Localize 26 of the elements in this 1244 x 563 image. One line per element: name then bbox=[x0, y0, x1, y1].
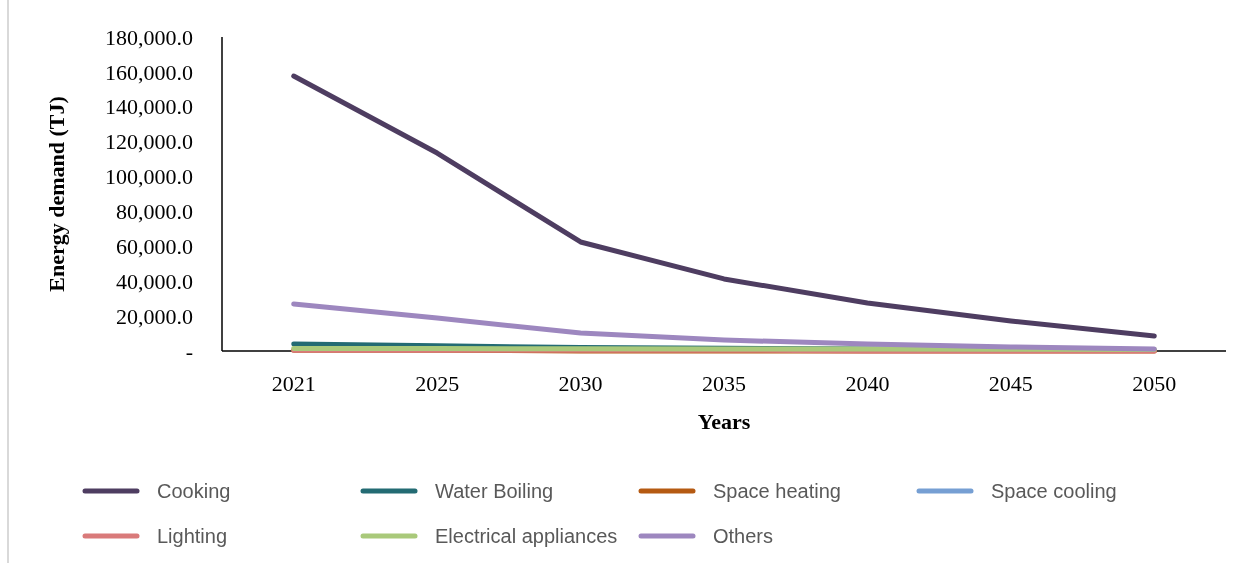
legend-label: Others bbox=[713, 525, 774, 547]
x-tick-label: 2050 bbox=[1132, 371, 1177, 396]
x-tick-label: 2025 bbox=[415, 371, 460, 396]
y-tick-label: 80,000.0 bbox=[116, 199, 193, 225]
x-tick-label: 2021 bbox=[271, 371, 316, 396]
y-tick-label: 120,000.0 bbox=[105, 129, 193, 155]
legend-label: Space heating bbox=[713, 480, 841, 502]
legend-label: Water Boiling bbox=[435, 480, 554, 502]
x-tick-label: 2035 bbox=[702, 371, 746, 396]
y-axis-title: Energy demand (TJ) bbox=[44, 96, 69, 292]
y-tick-label: 180,000.0 bbox=[105, 24, 193, 50]
y-tick-label: 20,000.0 bbox=[116, 303, 193, 329]
x-tick-label: 2040 bbox=[845, 371, 890, 396]
y-tick-label: 160,000.0 bbox=[105, 59, 193, 85]
y-tick-label: 40,000.0 bbox=[116, 268, 193, 294]
legend-label: Space cooling bbox=[991, 480, 1117, 502]
y-tick-label: 60,000.0 bbox=[116, 234, 193, 260]
y-tick-label: 140,000.0 bbox=[105, 94, 193, 120]
legend-label: Cooking bbox=[157, 480, 231, 502]
x-tick-label: 2030 bbox=[558, 371, 603, 396]
y-tick-label: 100,000.0 bbox=[105, 164, 193, 190]
legend-label: Electrical appliances bbox=[435, 525, 618, 547]
x-tick-label: 2045 bbox=[988, 371, 1033, 396]
x-axis-title: Years bbox=[697, 409, 751, 434]
y-tick-label: - bbox=[185, 338, 193, 364]
legend-label: Lighting bbox=[157, 525, 228, 547]
